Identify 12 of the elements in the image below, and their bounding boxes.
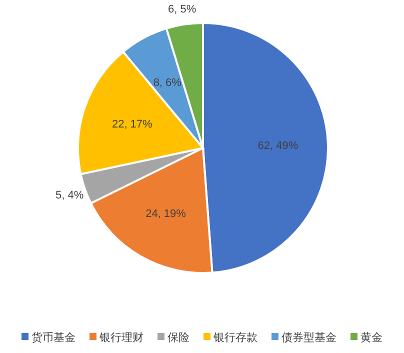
legend-label: 黄金 [360, 331, 382, 344]
data-label: 62, 49% [258, 140, 298, 152]
legend-label: 货币基金 [32, 331, 76, 344]
data-label: 24, 19% [146, 208, 186, 220]
legend-label: 债券型基金 [282, 331, 336, 344]
data-label: 6, 5% [168, 3, 196, 16]
legend-label: 银行存款 [212, 332, 258, 344]
data-label: 22, 17% [112, 118, 153, 130]
data-label: 5, 4% [55, 189, 84, 202]
legend-label: 保险 [168, 332, 190, 344]
data-label: 8, 6% [153, 76, 182, 89]
legend-label: 银行理财 [98, 331, 144, 344]
